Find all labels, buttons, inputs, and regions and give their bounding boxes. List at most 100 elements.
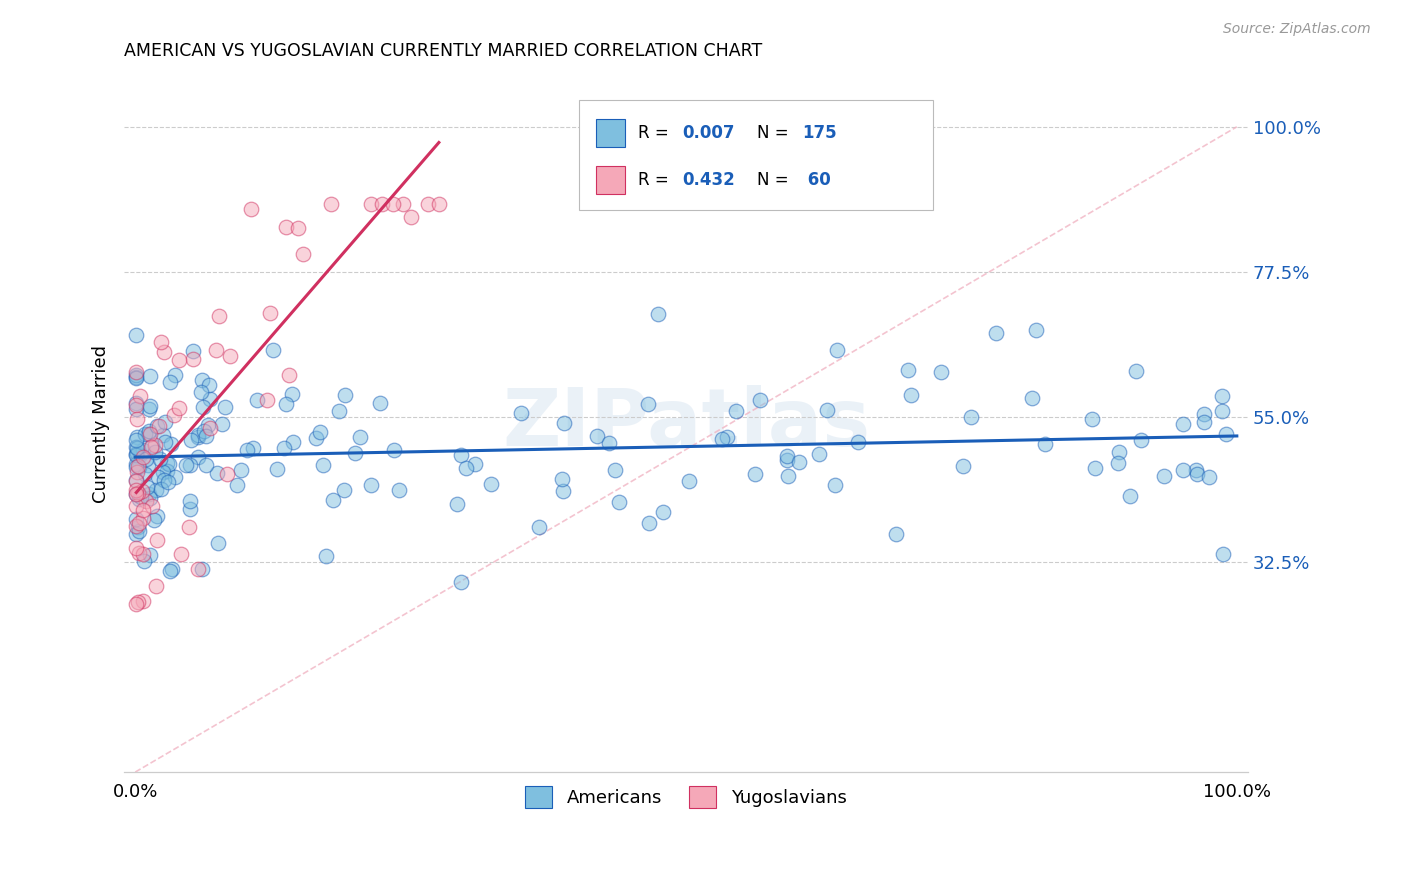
Yugoslavians [125, 398, 148, 412]
Americans [207, 535, 229, 549]
Americans [157, 475, 180, 489]
Text: R =: R = [638, 171, 673, 189]
Yugoslavians [381, 197, 404, 211]
Yugoslavians [319, 197, 342, 211]
Americans [136, 481, 159, 495]
Yugoslavians [132, 450, 155, 464]
Americans [900, 388, 922, 402]
Americans [1129, 433, 1152, 447]
Americans [125, 526, 148, 541]
Americans [344, 446, 367, 460]
Americans [214, 400, 236, 414]
Americans [328, 404, 350, 418]
Americans [181, 343, 204, 358]
Americans [450, 574, 472, 589]
Yugoslavians [204, 343, 226, 357]
Yugoslavians [131, 484, 153, 499]
Americans [1108, 445, 1130, 459]
Americans [129, 490, 152, 504]
Americans [125, 441, 148, 455]
Americans [125, 447, 148, 461]
Americans [368, 395, 391, 409]
Americans [153, 474, 176, 488]
Americans [959, 409, 981, 424]
Americans [139, 548, 162, 562]
Americans [138, 486, 160, 500]
Yugoslavians [125, 365, 148, 379]
Americans [157, 457, 180, 471]
Americans [1194, 408, 1216, 422]
Americans [211, 417, 233, 431]
Americans [191, 373, 214, 387]
Yugoslavians [141, 440, 163, 454]
Americans [149, 452, 172, 467]
Americans [138, 369, 160, 384]
Yugoslavians [153, 344, 176, 359]
Americans [236, 442, 259, 457]
Americans [382, 443, 405, 458]
Americans [1119, 489, 1142, 503]
Americans [205, 466, 228, 480]
Americans [1212, 548, 1234, 562]
Bar [596, 120, 626, 147]
Americans [153, 434, 176, 449]
Yugoslavians [177, 520, 200, 534]
Americans [638, 516, 661, 530]
Americans [142, 513, 165, 527]
Americans [191, 562, 214, 576]
FancyBboxPatch shape [579, 100, 934, 210]
Americans [388, 483, 411, 497]
Americans [1185, 463, 1208, 477]
Americans [125, 448, 148, 462]
Americans [179, 494, 201, 508]
Americans [1153, 469, 1175, 483]
Americans [198, 392, 221, 406]
Americans [1192, 415, 1215, 429]
Yugoslavians [132, 503, 155, 517]
Americans [179, 502, 201, 516]
Text: 0.007: 0.007 [683, 124, 735, 142]
Yugoslavians [392, 197, 415, 211]
Americans [886, 527, 908, 541]
Americans [1173, 463, 1195, 477]
Americans [333, 388, 356, 402]
Yugoslavians [170, 547, 193, 561]
Americans [454, 460, 477, 475]
Americans [187, 429, 209, 443]
Bar [596, 167, 626, 194]
Americans [749, 392, 772, 407]
Americans [128, 492, 150, 507]
Text: 0.432: 0.432 [683, 171, 735, 189]
Americans [128, 448, 150, 462]
Americans [136, 426, 159, 441]
Yugoslavians [125, 483, 148, 498]
Americans [1171, 417, 1194, 431]
Yugoslavians [401, 210, 423, 224]
Yugoslavians [143, 438, 166, 452]
Americans [553, 416, 575, 430]
Yugoslavians [256, 392, 278, 407]
Text: 175: 175 [801, 124, 837, 142]
Americans [128, 524, 150, 538]
Y-axis label: Currently Married: Currently Married [93, 344, 110, 502]
Americans [724, 404, 747, 418]
Americans [127, 429, 149, 443]
Americans [652, 505, 675, 519]
Text: Source: ZipAtlas.com: Source: ZipAtlas.com [1223, 22, 1371, 37]
Americans [148, 469, 170, 483]
Americans [1107, 456, 1129, 470]
Americans [808, 447, 831, 461]
Text: ZIPatlas: ZIPatlas [502, 384, 870, 463]
Americans [986, 326, 1008, 341]
Americans [132, 553, 155, 567]
Americans [128, 459, 150, 474]
Yugoslavians [125, 518, 148, 533]
Americans [152, 465, 174, 479]
Americans [527, 520, 550, 534]
Americans [481, 477, 503, 491]
Americans [156, 456, 179, 470]
Americans [322, 492, 344, 507]
Yugoslavians [187, 562, 209, 576]
Americans [226, 478, 249, 492]
Americans [846, 435, 869, 450]
